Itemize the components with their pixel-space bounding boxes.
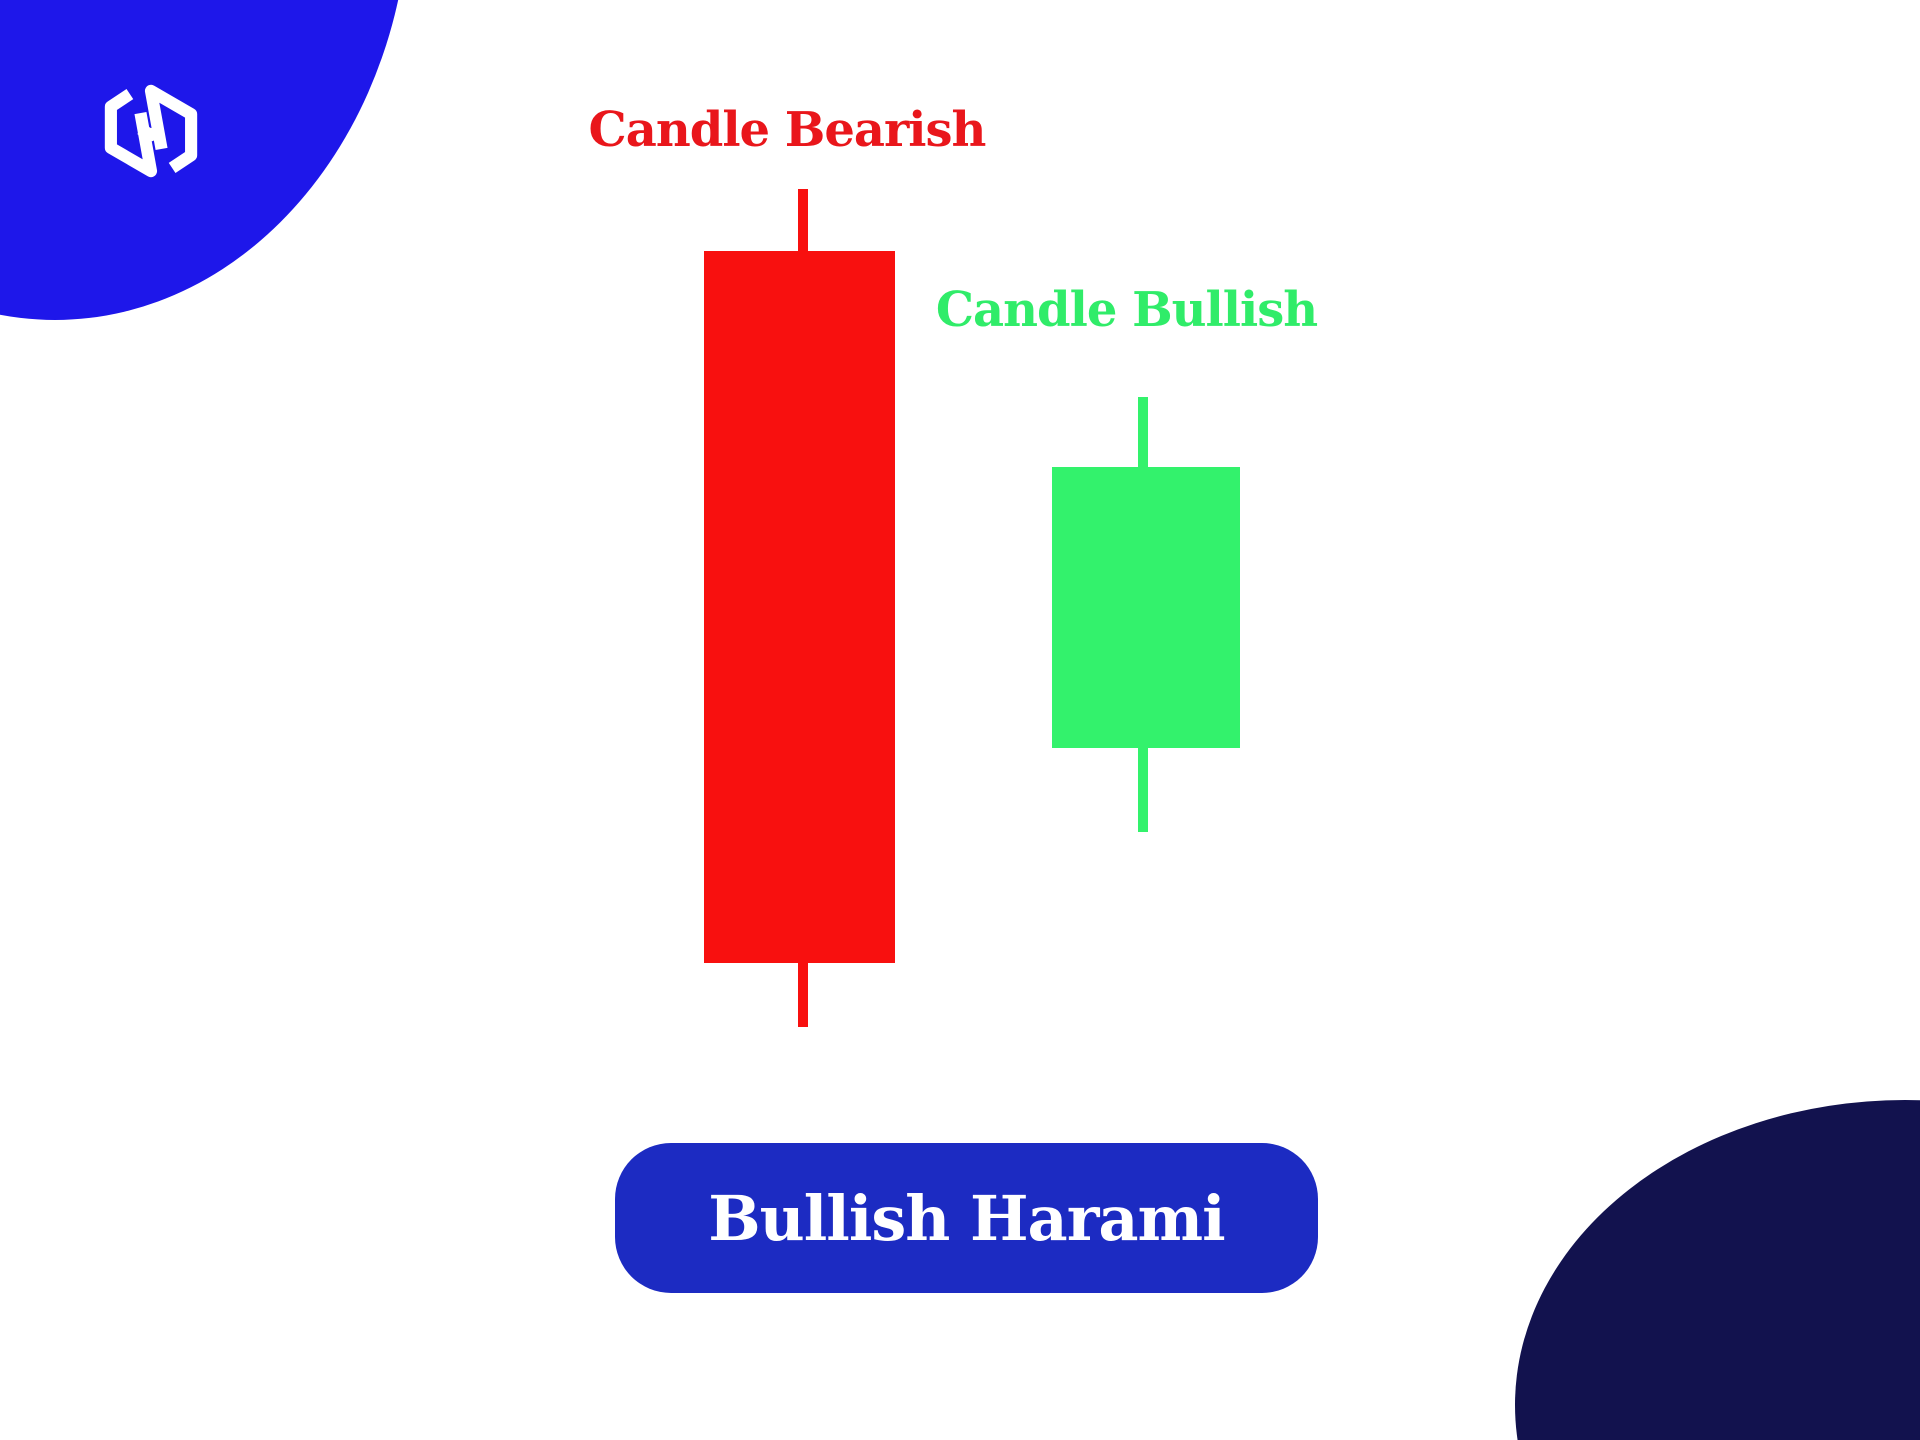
hexagon-h-logo-icon bbox=[104, 84, 198, 178]
bullish-candle-body bbox=[1052, 467, 1240, 748]
logo-crossbar bbox=[137, 123, 165, 142]
bearish-candle-label: Candle Bearish bbox=[588, 102, 987, 158]
bullish-candle-label: Candle Bullish bbox=[935, 282, 1318, 338]
bearish-candle-body bbox=[704, 251, 895, 963]
pattern-title-label: Bullish Harami bbox=[708, 1181, 1225, 1255]
pattern-title-badge: Bullish Harami bbox=[615, 1143, 1318, 1293]
logo-left-arm bbox=[104, 89, 158, 178]
logo-right-arm bbox=[144, 84, 198, 173]
corner-navy-blob bbox=[1515, 1100, 1920, 1440]
